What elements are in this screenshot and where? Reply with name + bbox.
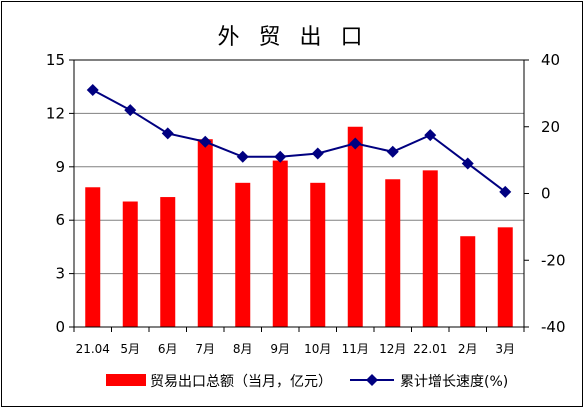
y-right-tick-label: -40: [541, 318, 566, 336]
y-left-tick-label: 12: [46, 104, 65, 122]
plot-area: [74, 60, 524, 327]
x-tick-label: 2月: [458, 342, 478, 356]
y-left-tick-label: 6: [55, 211, 65, 229]
gridlines: [74, 112, 524, 275]
x-tick-label: 9月: [270, 342, 290, 356]
x-tick-label: 6月: [158, 342, 178, 356]
line-point: [199, 135, 212, 148]
bar: [197, 139, 213, 327]
y-right-tick-label: -20: [541, 251, 566, 269]
y-right-tick-label: 20: [541, 118, 560, 136]
y-right-tick-label: 0: [541, 185, 551, 203]
bar: [122, 201, 138, 327]
line-series: [86, 84, 512, 198]
x-tick-label: 11月: [342, 342, 369, 356]
legend-line-label: 累计增长速度(%): [400, 374, 508, 390]
bar: [85, 187, 101, 327]
bar: [497, 227, 513, 327]
line-point: [161, 127, 174, 140]
x-tick-label: 5月: [120, 342, 140, 356]
x-axis: 21.04 5月 6月 7月 8月 9月 10月 11月 12月 22.01 2月 3月: [73, 327, 525, 356]
line-point: [386, 145, 399, 158]
line-point: [124, 104, 137, 117]
bar-series: [85, 126, 513, 327]
line-point: [461, 157, 474, 170]
line-point: [499, 185, 512, 198]
bar: [460, 236, 476, 327]
y-axis-right: -40 -20 0 20 40: [524, 51, 566, 336]
x-tick-label: 7月: [195, 342, 215, 356]
line-point: [424, 129, 437, 142]
bar: [272, 160, 288, 327]
x-tick-label: 3月: [495, 342, 515, 356]
bar: [160, 197, 176, 327]
y-left-tick-label: 0: [55, 318, 65, 336]
legend-line-marker: [366, 374, 378, 386]
x-tick-label: 8月: [233, 342, 253, 356]
y-left-tick-label: 9: [55, 158, 65, 176]
x-tick-label: 10月: [304, 342, 331, 356]
line-point: [86, 84, 99, 97]
y-axis-left: 0 3 6 9 12 15: [46, 51, 74, 336]
y-right-tick-label: 40: [541, 51, 560, 69]
bar: [347, 126, 363, 327]
chart-title: 外 贸 出 口: [218, 25, 369, 50]
x-tick-label: 22.01: [413, 342, 447, 356]
bar: [235, 182, 251, 327]
series-line: [92, 89, 506, 193]
x-tick-label: 12月: [379, 342, 406, 356]
line-point: [311, 147, 324, 160]
x-tick-label: 21.04: [76, 342, 110, 356]
legend: 贸易出口总额（当月，亿元） 累计增长速度(%): [106, 374, 508, 390]
line-point: [274, 150, 287, 163]
line-point: [236, 150, 249, 163]
bar: [385, 179, 401, 327]
y-left-tick-label: 15: [46, 51, 65, 69]
legend-bar-label: 贸易出口总额（当月，亿元）: [150, 374, 332, 390]
bar: [310, 182, 326, 327]
y-left-tick-label: 3: [55, 265, 65, 283]
bar: [422, 170, 438, 327]
legend-bar-swatch: [106, 374, 146, 386]
line-point: [349, 137, 362, 150]
